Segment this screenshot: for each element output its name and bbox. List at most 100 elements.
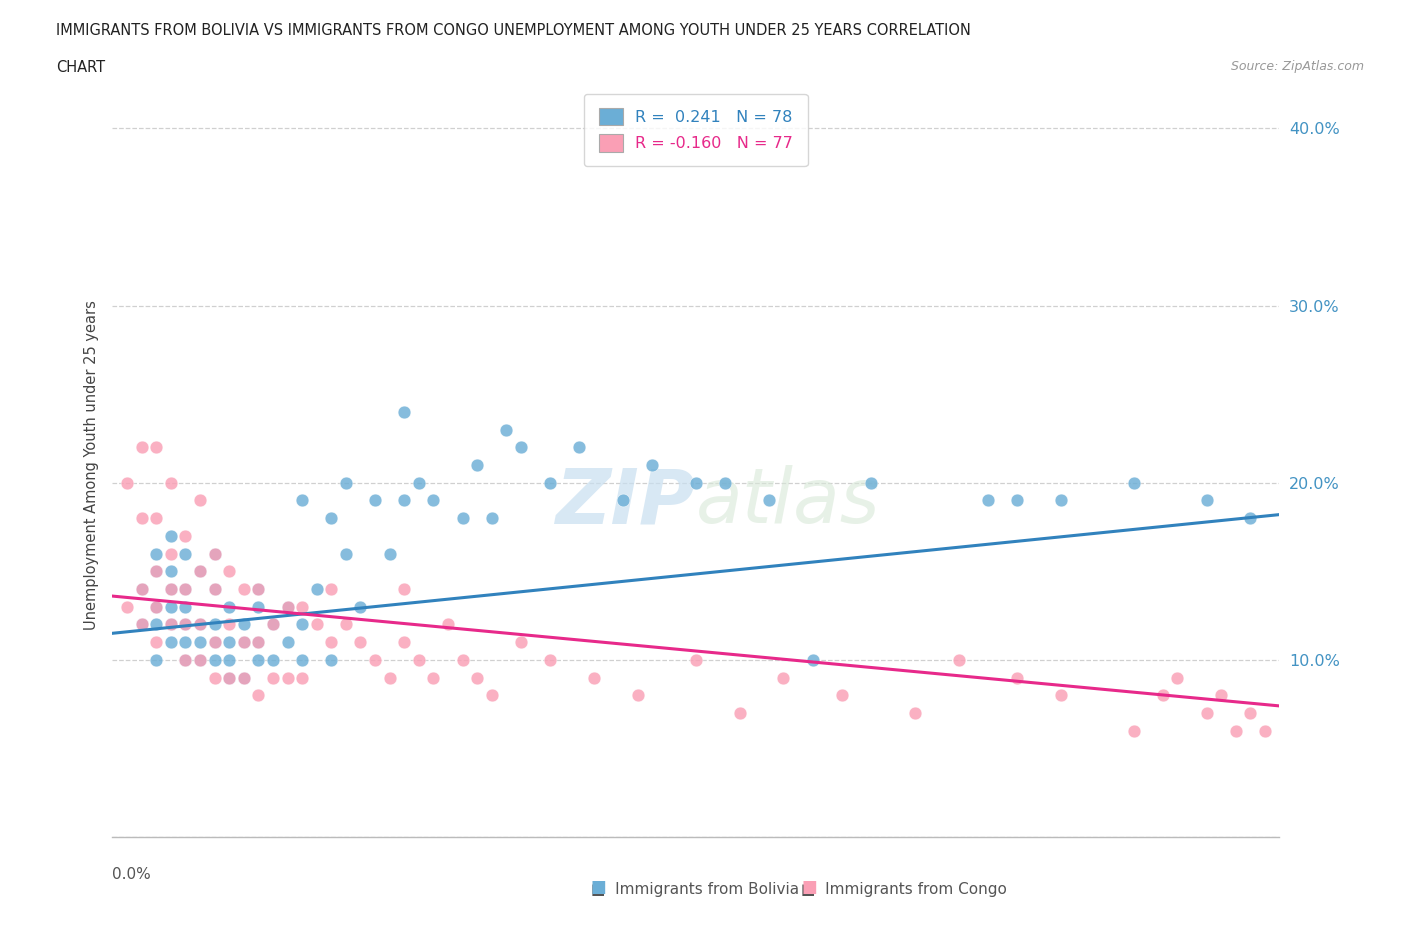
Point bbox=[437, 617, 460, 631]
Point bbox=[145, 617, 167, 631]
Point bbox=[321, 581, 343, 596]
Point bbox=[349, 634, 371, 649]
Point bbox=[422, 671, 444, 685]
Point bbox=[160, 546, 183, 561]
Point bbox=[321, 634, 343, 649]
Point bbox=[976, 493, 998, 508]
Point bbox=[218, 671, 240, 685]
Point bbox=[408, 475, 430, 490]
Text: CHART: CHART bbox=[56, 60, 105, 75]
Point bbox=[1049, 688, 1071, 703]
Point bbox=[188, 564, 211, 578]
Point bbox=[188, 634, 211, 649]
Text: ZIP: ZIP bbox=[557, 465, 696, 539]
Point bbox=[481, 688, 503, 703]
Point bbox=[1254, 724, 1277, 738]
Text: IMMIGRANTS FROM BOLIVIA VS IMMIGRANTS FROM CONGO UNEMPLOYMENT AMONG YOUTH UNDER : IMMIGRANTS FROM BOLIVIA VS IMMIGRANTS FR… bbox=[56, 23, 972, 38]
Point bbox=[218, 564, 240, 578]
Point bbox=[291, 599, 314, 614]
Point bbox=[1239, 706, 1261, 721]
Point bbox=[160, 581, 183, 596]
Point bbox=[321, 653, 343, 668]
Point bbox=[378, 546, 401, 561]
Point bbox=[247, 653, 270, 668]
Point bbox=[538, 475, 561, 490]
Point bbox=[174, 546, 197, 561]
Point bbox=[145, 546, 167, 561]
Point bbox=[364, 653, 387, 668]
Point bbox=[276, 634, 298, 649]
Point bbox=[568, 440, 591, 455]
Point bbox=[1005, 671, 1028, 685]
Point bbox=[859, 475, 883, 490]
Point bbox=[772, 671, 794, 685]
Point bbox=[218, 599, 240, 614]
Point bbox=[204, 546, 226, 561]
Point bbox=[904, 706, 927, 721]
Point bbox=[451, 653, 474, 668]
Legend: R =  0.241   N = 78, R = -0.160   N = 77: R = 0.241 N = 78, R = -0.160 N = 77 bbox=[585, 94, 807, 166]
Point bbox=[188, 617, 211, 631]
Point bbox=[1239, 511, 1261, 525]
Point bbox=[160, 599, 183, 614]
Point bbox=[145, 564, 167, 578]
Text: ■  Immigrants from Congo: ■ Immigrants from Congo bbox=[801, 883, 1007, 897]
Point bbox=[1195, 493, 1218, 508]
Point bbox=[160, 617, 183, 631]
Point bbox=[188, 653, 211, 668]
Point bbox=[392, 405, 416, 419]
Point bbox=[378, 671, 401, 685]
Point bbox=[465, 671, 488, 685]
Point bbox=[188, 617, 211, 631]
Point bbox=[714, 475, 737, 490]
Point bbox=[145, 511, 167, 525]
Point bbox=[232, 634, 254, 649]
Point bbox=[115, 475, 138, 490]
Point bbox=[335, 546, 357, 561]
Point bbox=[131, 617, 153, 631]
Point bbox=[232, 617, 254, 631]
Point bbox=[131, 440, 153, 455]
Point bbox=[685, 653, 707, 668]
Point bbox=[232, 634, 254, 649]
Point bbox=[160, 634, 183, 649]
Point bbox=[1209, 688, 1232, 703]
Point bbox=[247, 634, 270, 649]
Point bbox=[1049, 493, 1071, 508]
Point bbox=[465, 458, 488, 472]
Y-axis label: Unemployment Among Youth under 25 years: Unemployment Among Youth under 25 years bbox=[83, 300, 98, 630]
Point bbox=[160, 528, 183, 543]
Point bbox=[145, 564, 167, 578]
Point bbox=[1152, 688, 1174, 703]
Point bbox=[232, 671, 254, 685]
Point bbox=[218, 634, 240, 649]
Point bbox=[392, 493, 416, 508]
Point bbox=[145, 440, 167, 455]
Point bbox=[204, 634, 226, 649]
Point bbox=[204, 581, 226, 596]
Point bbox=[188, 493, 211, 508]
Point bbox=[305, 581, 328, 596]
Point bbox=[801, 653, 824, 668]
Text: ■: ■ bbox=[801, 878, 817, 896]
Point bbox=[1166, 671, 1188, 685]
Point bbox=[160, 581, 183, 596]
Point bbox=[451, 511, 474, 525]
Point bbox=[1225, 724, 1247, 738]
Point bbox=[641, 458, 664, 472]
Point bbox=[145, 599, 167, 614]
Point bbox=[1005, 493, 1028, 508]
Point bbox=[160, 617, 183, 631]
Point bbox=[276, 599, 298, 614]
Point bbox=[204, 546, 226, 561]
Point bbox=[291, 617, 314, 631]
Text: atlas: atlas bbox=[696, 465, 880, 539]
Point bbox=[174, 581, 197, 596]
Point bbox=[291, 493, 314, 508]
Point bbox=[218, 653, 240, 668]
Point bbox=[321, 511, 343, 525]
Point bbox=[392, 634, 416, 649]
Point bbox=[232, 581, 254, 596]
Text: Source: ZipAtlas.com: Source: ZipAtlas.com bbox=[1230, 60, 1364, 73]
Point bbox=[160, 564, 183, 578]
